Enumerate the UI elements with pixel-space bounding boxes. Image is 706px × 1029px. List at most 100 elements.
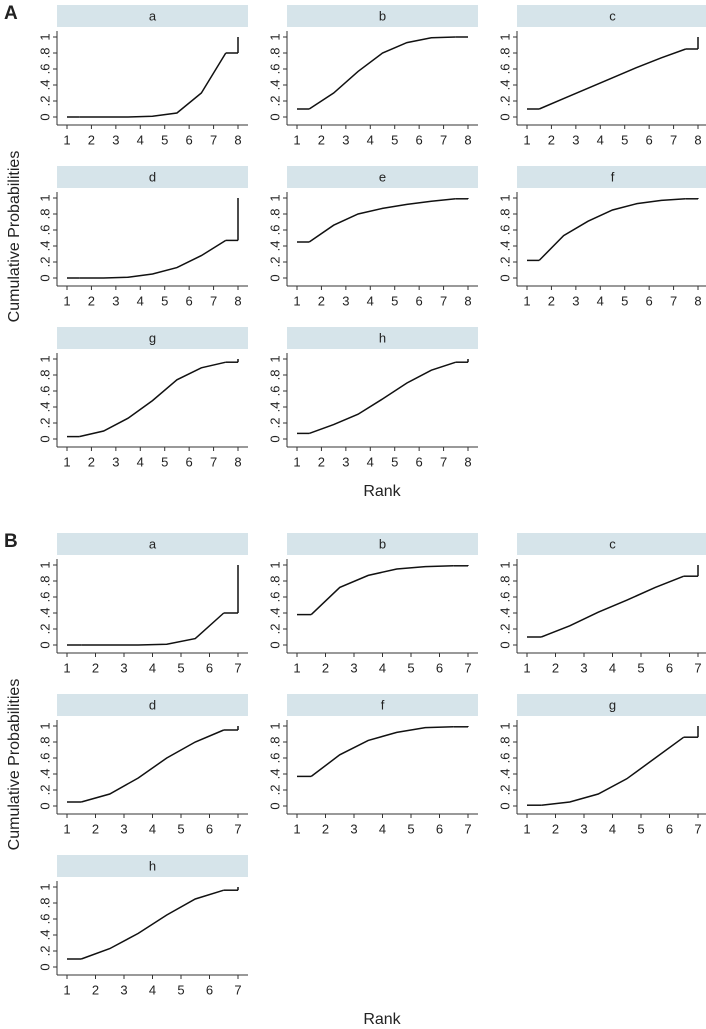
y-tick-label: 1: [267, 722, 282, 729]
x-tick-label: 1: [63, 132, 70, 147]
y-tick-label: .6: [37, 914, 52, 925]
x-tick-label: 5: [391, 454, 398, 469]
y-tick-label: .4: [267, 608, 282, 619]
strip: [287, 694, 478, 716]
x-tick-label: 1: [523, 660, 530, 675]
x-tick-label: 5: [177, 982, 184, 997]
x-tick-label: 6: [646, 293, 653, 308]
y-tick-label: .8: [37, 370, 52, 381]
y-tick-label: .2: [497, 96, 512, 107]
x-tick-label: 3: [112, 132, 119, 147]
y-tick-label: 0: [37, 641, 52, 648]
x-tick-label: 2: [552, 821, 559, 836]
x-tick-label: 4: [367, 132, 374, 147]
x-tick-label: 6: [186, 293, 193, 308]
y-tick-label: .2: [37, 418, 52, 429]
line: [538, 48, 687, 110]
x-tick-label: 4: [367, 454, 374, 469]
line: [80, 889, 224, 960]
x-tick-label: 6: [436, 821, 443, 836]
x-axis-title: Rank: [363, 483, 401, 500]
line: [538, 198, 686, 261]
x-tick-label: 6: [666, 660, 673, 675]
x-tick-label: 3: [572, 293, 579, 308]
x-tick-label: 6: [206, 821, 213, 836]
strip: [57, 327, 248, 349]
x-tick-label: 4: [137, 132, 144, 147]
x-tick-label: 2: [92, 660, 99, 675]
y-tick-label: .2: [37, 624, 52, 635]
strip: [517, 5, 706, 27]
x-tick-label: 5: [391, 293, 398, 308]
line: [541, 736, 685, 806]
x-tick-label: 5: [177, 821, 184, 836]
y-tick-label: .6: [267, 225, 282, 236]
x-tick-label: 8: [234, 132, 241, 147]
x-tick-label: 7: [234, 821, 241, 836]
x-tick-label: 2: [548, 293, 555, 308]
panel-title: f: [381, 697, 385, 712]
y-tick-label: .8: [37, 737, 52, 748]
x-tick-label: 6: [416, 132, 423, 147]
x-tick-label: 8: [234, 293, 241, 308]
y-tick-label: .4: [267, 241, 282, 252]
x-tick-label: 5: [177, 660, 184, 675]
x-tick-label: 5: [637, 821, 644, 836]
y-tick-label: 1: [37, 561, 52, 568]
y-tick-label: .8: [267, 737, 282, 748]
y-tick-label: .8: [37, 898, 52, 909]
y-tick-label: .2: [267, 257, 282, 268]
x-tick-label: 7: [234, 982, 241, 997]
strip: [517, 166, 706, 188]
y-tick-label: 1: [497, 561, 512, 568]
x-tick-label: 2: [552, 660, 559, 675]
x-tick-label: 4: [597, 132, 604, 147]
y-axis-title: Cumulative Probabilities: [6, 679, 23, 851]
x-tick-label: 1: [63, 821, 70, 836]
x-tick-label: 4: [137, 454, 144, 469]
x-tick-label: 6: [646, 132, 653, 147]
y-tick-label: .4: [267, 402, 282, 413]
y-tick-label: 0: [37, 435, 52, 442]
x-tick-label: 1: [63, 454, 70, 469]
x-tick-label: 5: [407, 660, 414, 675]
x-tick-label: 6: [206, 982, 213, 997]
y-tick-label: 0: [37, 274, 52, 281]
y-tick-label: 0: [267, 274, 282, 281]
y-tick-label: 0: [267, 435, 282, 442]
y-tick-label: 1: [267, 355, 282, 362]
x-tick-label: 2: [548, 132, 555, 147]
y-tick-label: .6: [37, 225, 52, 236]
panel-title: d: [149, 169, 156, 184]
x-tick-label: 5: [161, 454, 168, 469]
y-tick-label: 1: [267, 33, 282, 40]
x-tick-label: 1: [63, 660, 70, 675]
panel-title: e: [379, 169, 386, 184]
y-tick-label: .8: [497, 576, 512, 587]
y-tick-label: 0: [267, 641, 282, 648]
x-tick-label: 5: [161, 293, 168, 308]
x-tick-label: 6: [186, 454, 193, 469]
x-tick-label: 4: [149, 982, 156, 997]
y-tick-label: .2: [497, 624, 512, 635]
y-tick-label: .4: [267, 80, 282, 91]
x-tick-label: 4: [609, 821, 616, 836]
y-tick-label: .4: [37, 930, 52, 941]
line: [310, 565, 454, 616]
line: [308, 36, 456, 110]
x-tick-label: 5: [621, 293, 628, 308]
y-tick-label: 1: [267, 194, 282, 201]
y-tick-label: 0: [497, 274, 512, 281]
panel-title: f: [611, 169, 615, 184]
y-tick-label: .2: [267, 785, 282, 796]
y-tick-label: .6: [37, 592, 52, 603]
panel-title: b: [379, 8, 386, 23]
x-tick-label: 3: [120, 821, 127, 836]
x-tick-label: 3: [112, 293, 119, 308]
x-tick-label: 4: [379, 821, 386, 836]
y-tick-label: .4: [497, 241, 512, 252]
y-tick-label: 1: [37, 33, 52, 40]
y-tick-label: .8: [37, 209, 52, 220]
